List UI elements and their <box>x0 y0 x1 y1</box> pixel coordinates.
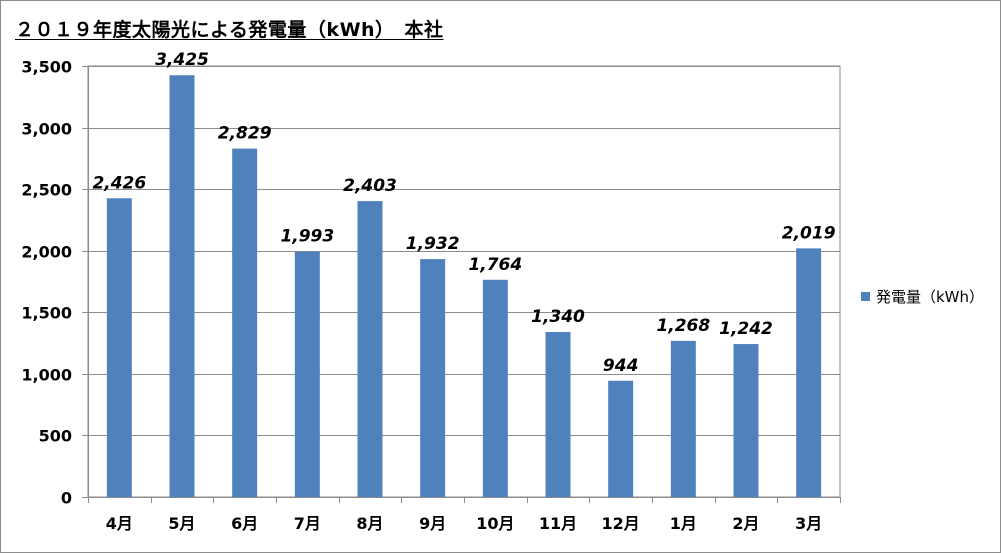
bar <box>294 251 320 497</box>
data-label: 1,242 <box>719 319 773 339</box>
y-tick-label: 1,500 <box>21 304 72 323</box>
bar <box>608 380 634 497</box>
bar <box>169 75 195 497</box>
x-tick-label: 4月 <box>106 514 133 533</box>
y-tick-label: 1,000 <box>21 366 72 385</box>
x-tick-label: 2月 <box>732 514 759 533</box>
bar <box>482 279 508 497</box>
data-label: 1,764 <box>468 255 522 275</box>
bar <box>733 344 759 497</box>
data-label: 1,340 <box>531 307 585 327</box>
bar <box>232 148 258 498</box>
bar <box>796 248 822 497</box>
x-tick-label: 5月 <box>168 514 195 533</box>
legend: 発電量（kWh） <box>861 286 984 307</box>
y-tick-label: 2,000 <box>21 243 72 262</box>
x-tick-label: 9月 <box>419 514 446 533</box>
x-tick-label: 10月 <box>476 514 514 533</box>
legend-label: 発電量（kWh） <box>876 288 985 306</box>
y-tick-label: 0 <box>61 489 72 508</box>
y-tick-label: 2,500 <box>21 181 72 200</box>
chart-title: ２０１９年度太陽光による発電量（kWh） 本社 <box>15 19 444 41</box>
y-tick-label: 3,000 <box>21 120 72 139</box>
x-tick-label: 6月 <box>231 514 258 533</box>
data-label: 3,425 <box>155 50 209 70</box>
x-tick-label: 3月 <box>795 514 822 533</box>
x-tick-label: 11月 <box>539 514 577 533</box>
data-label: 2,019 <box>782 223 836 243</box>
plot-area <box>87 65 841 498</box>
data-label: 1,993 <box>280 227 334 247</box>
legend-swatch <box>861 292 870 301</box>
data-label: 2,403 <box>343 176 397 196</box>
data-label: 2,426 <box>92 173 146 193</box>
x-tick-label: 7月 <box>294 514 321 533</box>
data-label: 944 <box>603 356 639 376</box>
y-tick-label: 500 <box>39 427 72 446</box>
data-label: 1,932 <box>406 234 460 254</box>
data-label: 1,268 <box>656 316 710 336</box>
x-tick-label: 12月 <box>602 514 640 533</box>
data-label: 2,829 <box>218 124 272 144</box>
bar <box>357 201 383 497</box>
bar <box>106 198 132 497</box>
bar <box>670 340 696 497</box>
y-tick-label: 3,500 <box>21 58 72 77</box>
bar <box>420 259 446 497</box>
x-tick-label: 8月 <box>356 514 383 533</box>
x-tick-label: 1月 <box>670 514 697 533</box>
bar <box>545 331 571 497</box>
